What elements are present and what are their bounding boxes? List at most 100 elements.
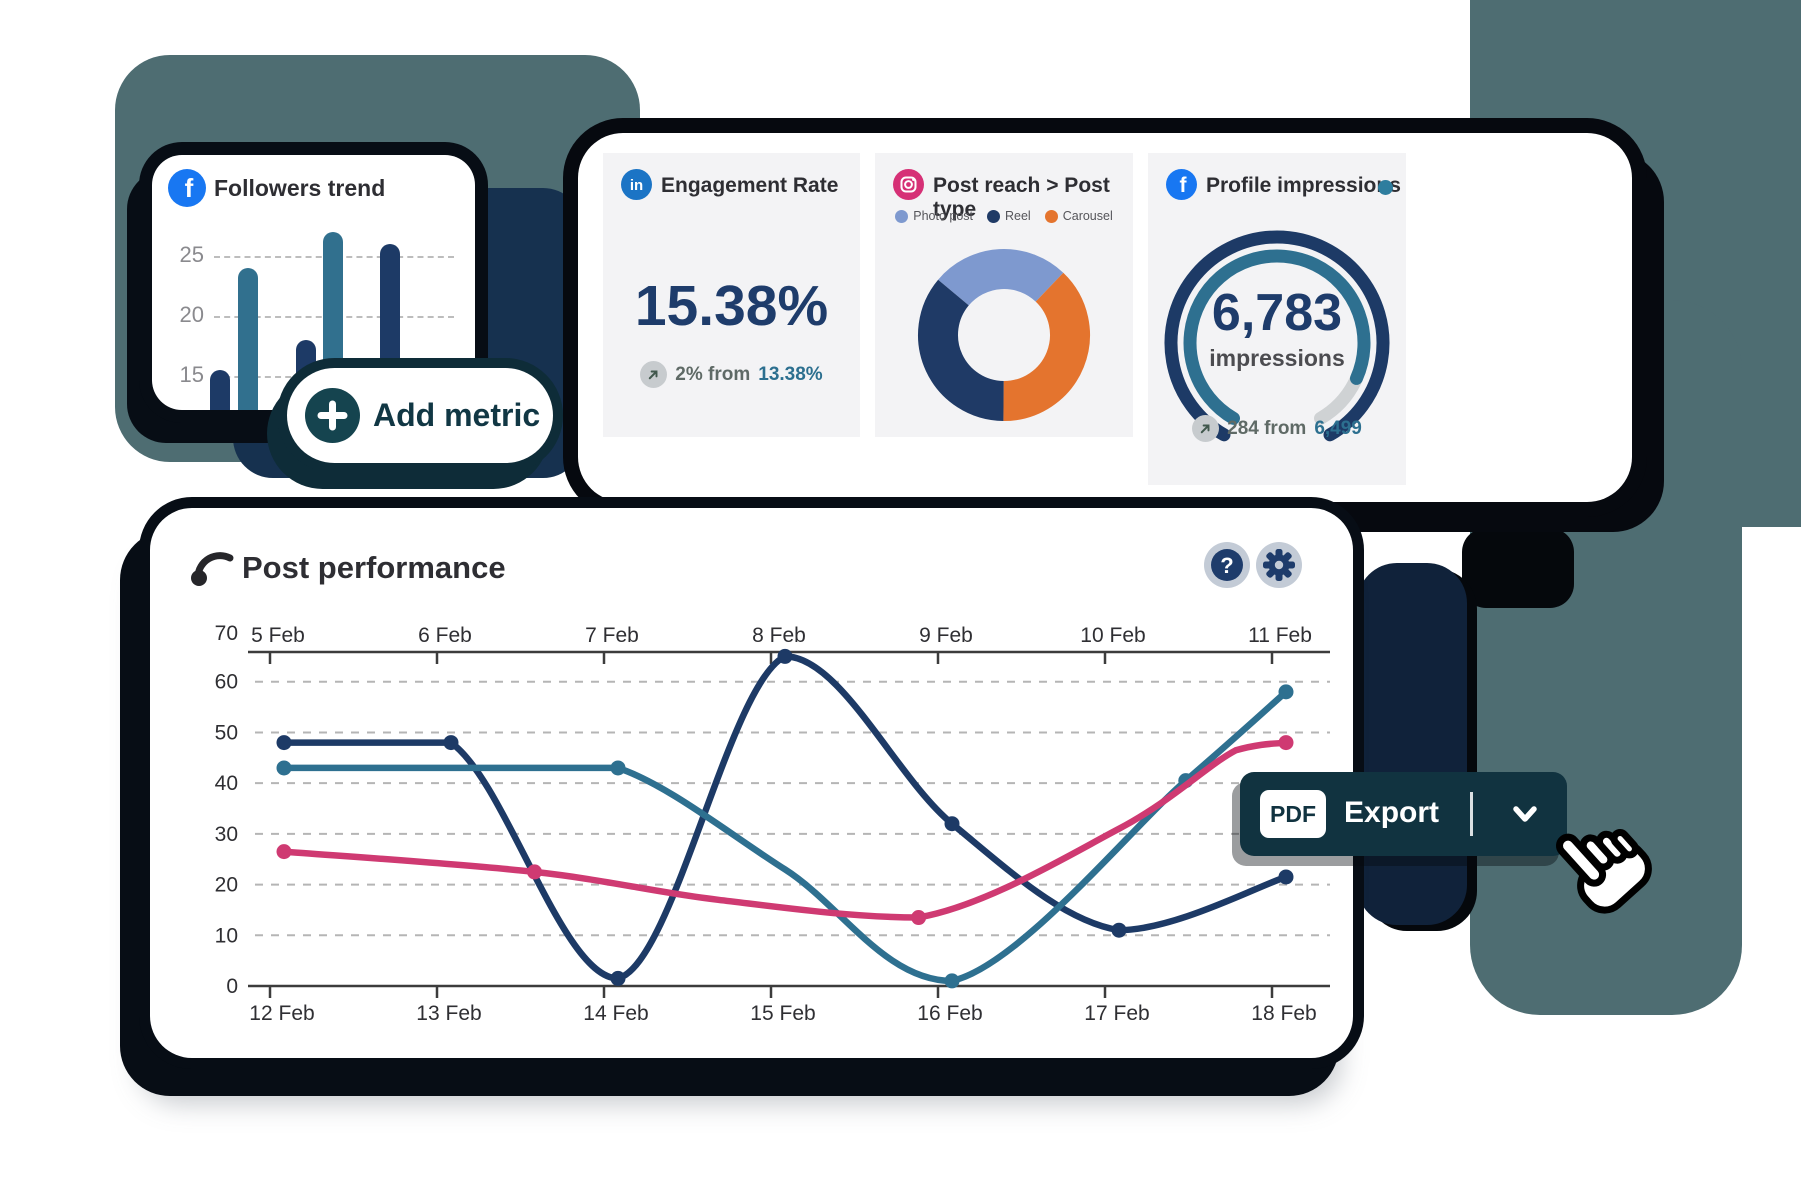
top-axis-label: 7 Feb	[585, 624, 639, 647]
legend-label: Photo post	[913, 209, 973, 223]
svg-text:in: in	[630, 177, 643, 194]
post-reach-title: Post reach > Post type	[933, 174, 1110, 221]
add-metric-button[interactable]: Add metric	[287, 368, 553, 463]
hand-cursor-icon	[1520, 790, 1680, 950]
bar	[210, 370, 230, 410]
engagement-rate-card: in Engagement Rate 15.38% 2% from 13.38%	[603, 153, 860, 437]
bottom-axis-label: 14 Feb	[583, 1002, 648, 1025]
series-teal-point	[1278, 684, 1294, 700]
series-navy-point	[276, 735, 292, 751]
divider	[1470, 792, 1473, 836]
profile-impressions-title: Profile impressions	[1206, 174, 1401, 197]
series-teal-point	[276, 760, 292, 776]
bg-navy-right	[1357, 563, 1467, 925]
legend-item: Carousel	[1044, 209, 1113, 223]
status-dot	[1378, 180, 1393, 195]
top-axis-label: 10 Feb	[1080, 624, 1145, 647]
post-reach-donut-chart	[918, 249, 1090, 422]
legend-dot	[987, 209, 1000, 223]
facebook-icon: f	[168, 169, 206, 207]
profile-impressions-card: f Profile impressions 6,783 impressions …	[1148, 153, 1406, 485]
linkedin-icon: in	[621, 169, 652, 200]
followers-y-label: 15	[179, 362, 204, 387]
series-pink-point	[276, 844, 292, 860]
settings-button[interactable]	[1256, 542, 1302, 588]
gear-icon	[1263, 549, 1295, 581]
donut-segment	[1002, 272, 1090, 422]
bottom-axis-label: 12 Feb	[249, 1002, 314, 1025]
y-axis-label: 60	[215, 671, 238, 694]
series-navy-point	[443, 735, 459, 751]
y-axis-label: 30	[215, 823, 238, 846]
series-navy-point	[610, 970, 626, 986]
engagement-rate-title: Engagement Rate	[661, 174, 839, 197]
top-axis-label: 9 Feb	[919, 624, 973, 647]
y-axis-label: 0	[226, 975, 238, 998]
svg-text:f: f	[185, 173, 194, 203]
legend-dot	[895, 209, 909, 223]
engagement-delta-value: 13.38%	[758, 363, 823, 385]
top-axis-label: 6 Feb	[418, 624, 472, 647]
trend-up-icon	[640, 361, 668, 388]
performance-icon	[190, 546, 236, 588]
series-navy-point	[777, 648, 793, 664]
bottom-axis-label: 18 Feb	[1251, 1002, 1316, 1025]
bar	[323, 232, 343, 410]
gauge-value-arc	[1183, 249, 1371, 425]
post-performance-line-chart: 5 Feb 6 Feb 7 Feb 8 Feb 9 Feb 10 Feb 11 Feb 12 …	[215, 622, 1330, 1025]
y-axis-label: 10	[215, 924, 238, 947]
question-mark-icon: ?	[1220, 553, 1233, 578]
engagement-delta-text: 2% from	[675, 363, 751, 385]
donut-segment	[938, 249, 1064, 307]
pdf-badge: PDF	[1260, 790, 1326, 838]
top-axis-label: 11 Feb	[1248, 624, 1312, 647]
impressions-value: 6,783	[1211, 284, 1343, 342]
plus-icon	[305, 388, 360, 443]
gauge-rest-arc	[1314, 374, 1362, 425]
donut-legend: Photo post Reel Carousel	[875, 209, 1133, 223]
gauge-outer-arc	[1164, 230, 1390, 442]
legend-label: Reel	[1005, 209, 1031, 223]
legend-item: Photo post	[895, 209, 973, 223]
impressions-unit: impressions	[1209, 345, 1345, 371]
top-axis-label: 5 Feb	[251, 624, 305, 647]
post-reach-card: Post reach > Post type Photo post Reel Car…	[875, 153, 1133, 437]
legend-dot	[1044, 209, 1058, 223]
bottom-axis-label: 15 Feb	[750, 1002, 815, 1025]
top-axis-label: 8 Feb	[752, 624, 806, 647]
followers-y-label: 20	[179, 302, 204, 327]
export-label: Export	[1344, 796, 1440, 829]
help-button[interactable]: ?	[1204, 542, 1250, 588]
stats-panel: in Engagement Rate 15.38% 2% from 13.38%	[578, 133, 1632, 502]
svg-text:f: f	[1180, 174, 1188, 197]
followers-trend-title: Followers trend	[214, 175, 386, 201]
series-pink-point	[911, 910, 927, 926]
chevron-down-icon[interactable]	[1504, 798, 1546, 830]
bar	[238, 268, 258, 410]
followers-y-label: 25	[179, 242, 204, 267]
bg-shadow-blob	[1462, 528, 1574, 608]
facebook-icon: f	[1166, 169, 1197, 200]
bottom-axis-label: 16 Feb	[917, 1002, 982, 1025]
instagram-icon	[893, 169, 924, 200]
series-teal-point	[944, 973, 960, 989]
series-navy-point	[1278, 869, 1294, 885]
y-axis-label: 40	[215, 772, 238, 795]
donut-segment	[918, 279, 1005, 421]
y-axis-label: 20	[215, 874, 238, 897]
series-pink	[280, 739, 1290, 921]
series-navy-point	[944, 816, 960, 832]
add-metric-label: Add metric	[373, 397, 541, 433]
legend-item: Reel	[987, 209, 1031, 223]
series-pink-point	[527, 864, 542, 880]
series-pink-point	[1278, 735, 1294, 751]
engagement-rate-value: 15.38%	[634, 274, 829, 338]
y-axis-label: 50	[215, 721, 238, 744]
series-teal	[280, 688, 1290, 985]
export-button[interactable]: PDF Export	[1240, 772, 1567, 856]
series-teal-point	[610, 760, 626, 776]
impressions-delta-text: 284 from	[1227, 417, 1307, 439]
series-navy-point	[1111, 922, 1127, 938]
impressions-gauge	[1164, 230, 1390, 442]
